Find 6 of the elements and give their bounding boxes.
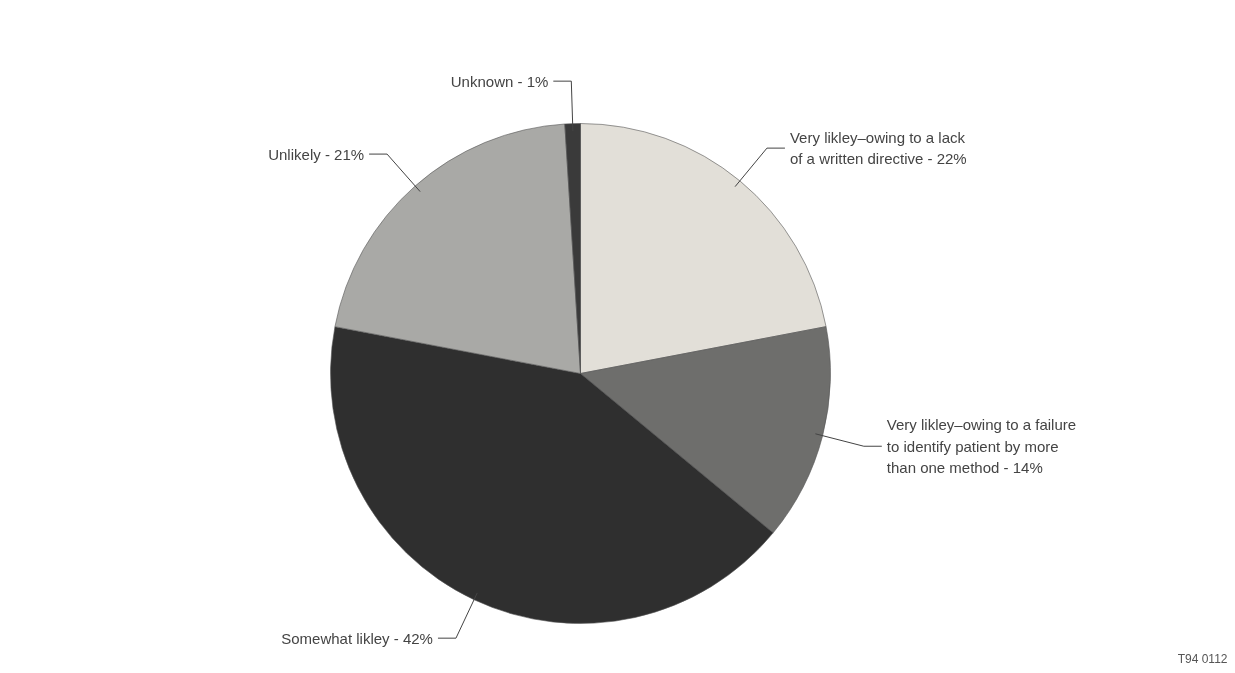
slice-label: Unknown - 1% <box>450 72 549 90</box>
text: T94 0112 <box>1177 651 1228 666</box>
slice-label: Somewhat likley - 42% <box>281 629 433 647</box>
slice-label: Very likley–owing to a failure to identify patient by more than one method - 14% <box>886 416 1077 476</box>
slice-label: Very likley–owing to a lack of a written directive - 22% <box>789 129 967 168</box>
slice-label: Unlikely - 21% <box>268 145 365 163</box>
